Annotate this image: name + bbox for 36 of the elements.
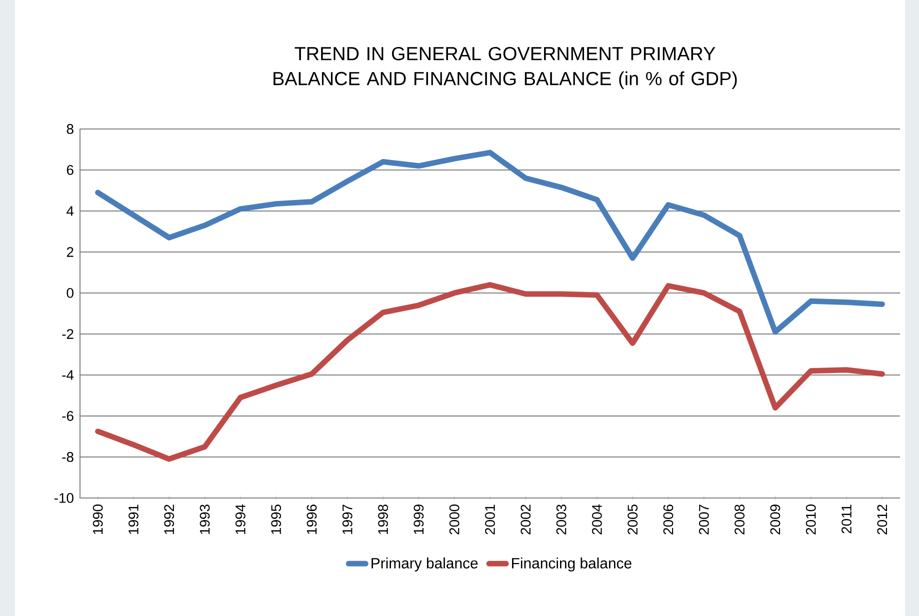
chart-title: TREND IN GENERAL GOVERNMENT PRIMARY BALANCE AND FINANCING BALANCE (in % of GDP): [274, 46, 737, 90]
y-tick-label: -4: [62, 370, 74, 380]
x-tick-label: 2006: [663, 504, 674, 534]
x-tick-label: 1990: [92, 504, 103, 534]
y-tick-label: 8: [66, 124, 74, 134]
x-tick-label: 2000: [449, 504, 460, 534]
x-tick-label: 2008: [734, 504, 745, 534]
x-tick-label: 2004: [592, 504, 602, 534]
x-tick-label: 2003: [556, 504, 566, 534]
x-tick-label: 1993: [200, 504, 210, 534]
x-tick-label: 1997: [342, 504, 352, 534]
x-tick-label: 2010: [806, 504, 816, 534]
y-tick-label: 6: [66, 165, 74, 175]
y-tick-label: -10: [54, 493, 74, 503]
x-tick-label: 1991: [128, 504, 138, 534]
y-tick-label: 4: [66, 206, 74, 216]
x-tick-label: 2009: [770, 504, 780, 534]
y-tick-label: -6: [62, 411, 74, 421]
y-tick-label: 2: [66, 247, 74, 257]
y-tick-label: -2: [62, 329, 74, 339]
legend-label: Primary balance: [372, 558, 478, 572]
x-tick-label: 2007: [698, 504, 709, 534]
x-tick-label: 2001: [485, 504, 495, 534]
x-tick-label: 1998: [378, 504, 388, 534]
y-tick-label: -8: [62, 452, 74, 462]
x-tick-label: 2012: [877, 504, 888, 534]
x-tick-label: 2005: [628, 504, 638, 534]
x-tick-label: 1996: [306, 504, 317, 534]
legend-label: Financing balance: [512, 558, 632, 572]
y-tick-label: 0: [66, 288, 74, 298]
x-tick-label: 1995: [271, 504, 282, 534]
x-tick-label: 1994: [235, 504, 246, 534]
x-tick-label: 1999: [414, 504, 424, 534]
x-tick-label: 2002: [520, 504, 531, 534]
x-tick-label: 1992: [164, 504, 174, 534]
x-tick-label: 2011: [842, 504, 852, 534]
